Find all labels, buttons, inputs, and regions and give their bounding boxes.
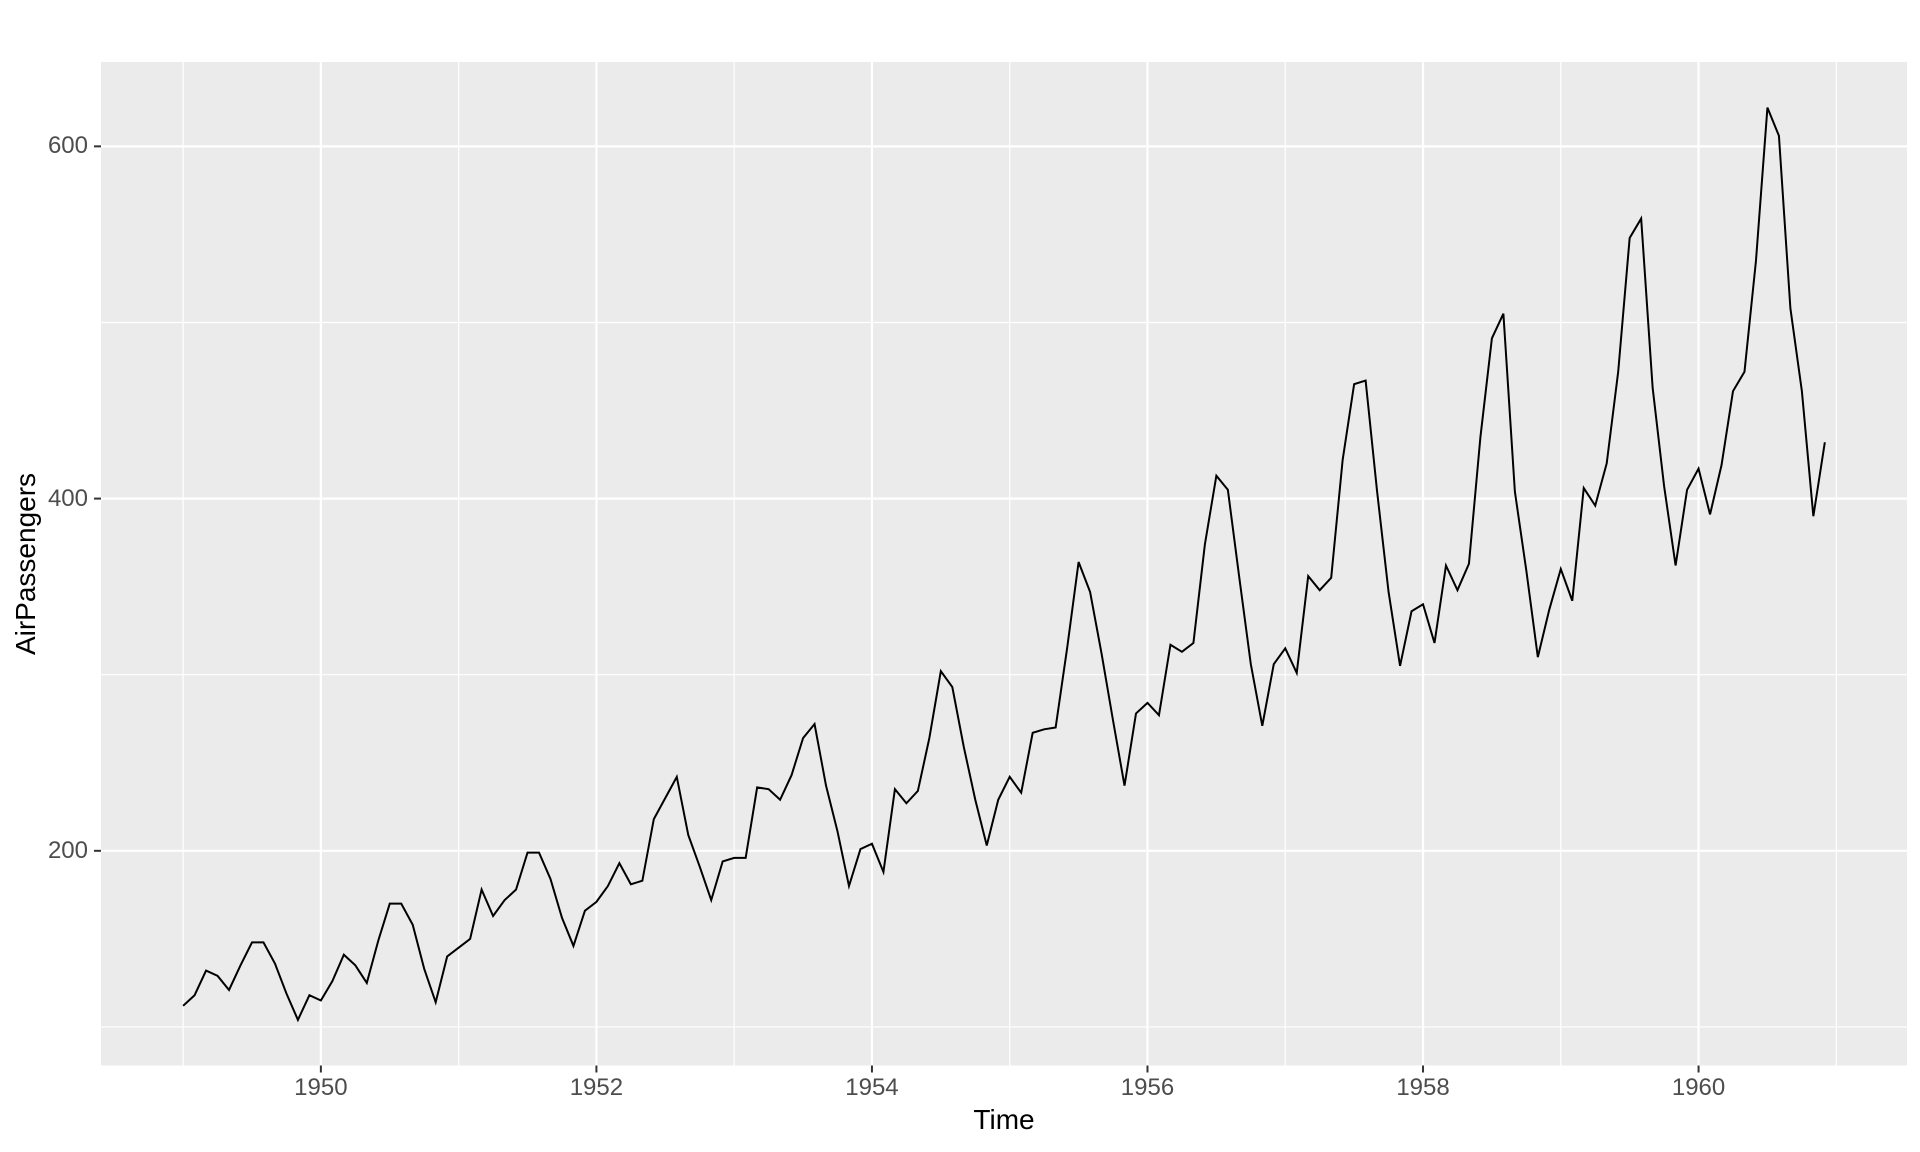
x-tick-label: 1960 <box>1671 1074 1726 1101</box>
minor-gridlines-group <box>101 62 1907 1066</box>
plot-panel-group <box>101 62 1907 1066</box>
airpassengers-line <box>182 107 1826 1023</box>
x-axis-title: Time <box>973 1104 1035 1135</box>
y-tick-label: 600 <box>47 132 88 160</box>
x-tick-label: 1958 <box>1396 1074 1450 1101</box>
axis-tick-marks-group <box>94 145 1700 1073</box>
x-tick-label: 1954 <box>845 1074 899 1101</box>
y-tick-label: 400 <box>47 484 88 512</box>
y-axis-title: AirPassengers <box>10 472 41 655</box>
y-tick-label: 200 <box>47 836 88 864</box>
x-tick-label: 1950 <box>294 1074 348 1101</box>
x-tick-label: 1956 <box>1120 1074 1175 1101</box>
major-gridlines-group <box>101 62 1907 1066</box>
x-tick-label: 1952 <box>569 1074 624 1101</box>
data-series-group <box>182 107 1826 1023</box>
plot-panel <box>101 62 1907 1066</box>
